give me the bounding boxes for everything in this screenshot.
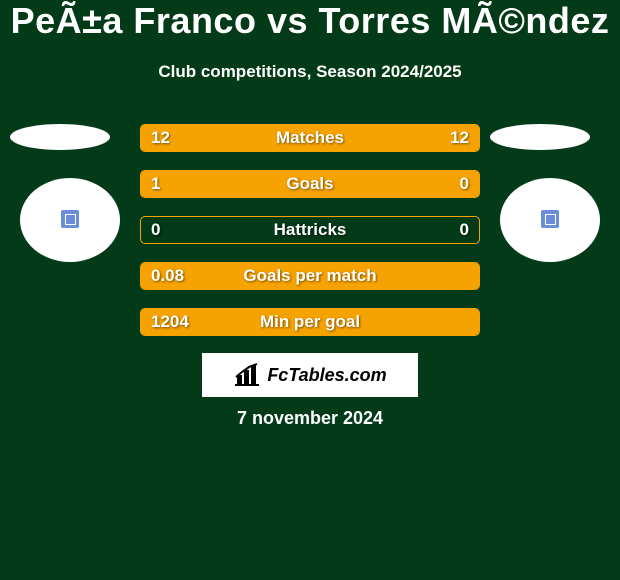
stat-row: 12 Matches 12 <box>140 124 480 152</box>
club-badge-icon <box>545 214 556 225</box>
stat-row: 1204 Min per goal <box>140 308 480 336</box>
stat-value-left: 0 <box>151 220 160 240</box>
stat-label: Goals <box>286 174 333 194</box>
club-badge-icon <box>65 214 76 225</box>
stat-value-left: 0.08 <box>151 266 184 286</box>
stat-value-right: 12 <box>450 128 469 148</box>
page-subtitle: Club competitions, Season 2024/2025 <box>0 62 620 82</box>
stat-label: Matches <box>276 128 344 148</box>
stat-row: 1 Goals 0 <box>140 170 480 198</box>
page-root: PeÃ±a Franco vs Torres MÃ©ndez Club comp… <box>0 0 620 580</box>
stat-label: Goals per match <box>243 266 376 286</box>
stat-value-left: 1204 <box>151 312 189 332</box>
brand-text: FcTables.com <box>267 365 386 386</box>
chart-icon <box>233 363 261 387</box>
avatar-right-ellipse <box>490 124 590 150</box>
avatar-right-badge <box>541 210 559 228</box>
avatar-left-badge <box>61 210 79 228</box>
stat-value-right: 0 <box>460 174 469 194</box>
page-title: PeÃ±a Franco vs Torres MÃ©ndez <box>0 0 620 42</box>
stat-row: 0 Hattricks 0 <box>140 216 480 244</box>
stat-value-right: 0 <box>460 220 469 240</box>
stat-label: Hattricks <box>274 220 347 240</box>
stats-panel: 12 Matches 12 1 Goals 0 0 Hattricks 0 0.08 Goals p… <box>140 124 480 354</box>
stat-value-left: 1 <box>151 174 160 194</box>
stat-fill-left <box>141 171 401 197</box>
stat-row: 0.08 Goals per match <box>140 262 480 290</box>
stat-value-left: 12 <box>151 128 170 148</box>
stat-label: Min per goal <box>260 312 360 332</box>
brand-box[interactable]: FcTables.com <box>202 353 418 397</box>
avatar-left-ellipse <box>10 124 110 150</box>
footer-date: 7 november 2024 <box>0 408 620 429</box>
